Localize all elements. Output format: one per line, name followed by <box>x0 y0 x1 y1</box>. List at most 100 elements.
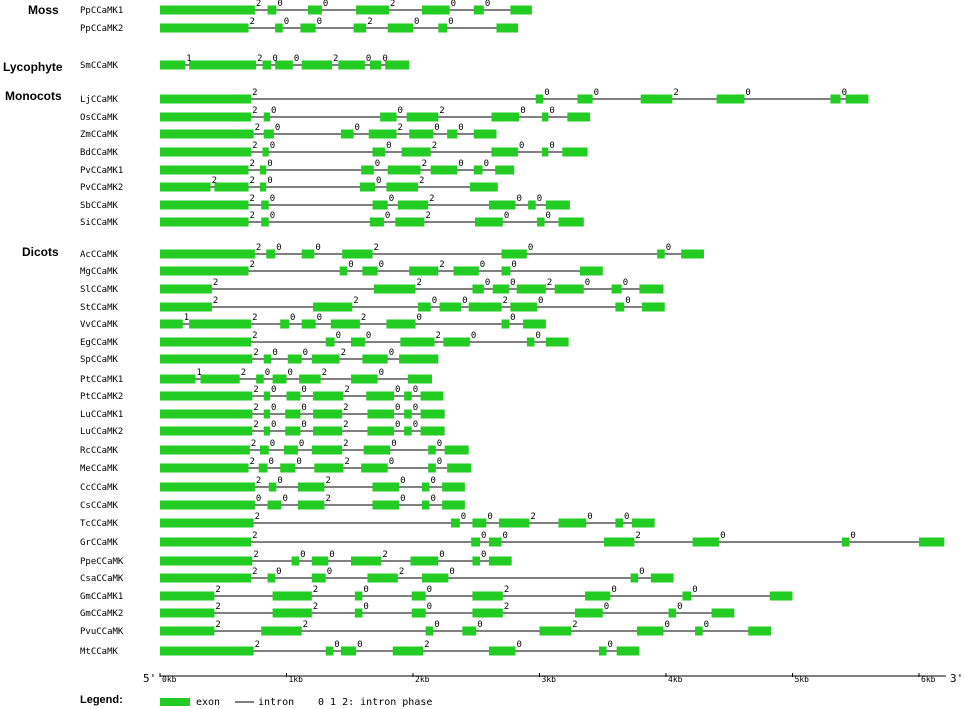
intron-phase-label: 2 <box>367 17 372 27</box>
intron-phase-label: 0 <box>301 403 306 413</box>
intron-phase-label: 2 <box>241 368 246 378</box>
gene-row-pvuccamk: PvuCCaMK 2 2 0 0 2 0 0 <box>80 620 771 637</box>
exon-block <box>845 94 869 104</box>
exon-block <box>495 165 515 175</box>
five-prime-end-label: 5' <box>143 672 156 685</box>
gene-label: SpCCaMK <box>80 355 119 365</box>
intron-phase-label: 0 <box>391 439 396 449</box>
exon-block <box>409 129 434 139</box>
exon-block <box>340 129 354 139</box>
exon-block <box>267 5 277 15</box>
intron-phase-label: 0 <box>271 403 276 413</box>
exon-block <box>287 354 302 364</box>
intron-phase-label: 2 <box>250 194 255 204</box>
exon-block <box>444 445 469 455</box>
gene-row-pvccamk1: PvCCaMK1 2 0 0 2 0 0 <box>80 159 515 176</box>
kb-scale-axis: 5' 3' 0kb 1kb 2kb 3kb 4kb 5kb 6kb <box>143 672 963 685</box>
gene-label: PvCCaMK1 <box>80 166 123 176</box>
intron-phase-label: 2 <box>343 403 348 413</box>
intron-phase-label: 2 <box>252 313 257 323</box>
exon-block <box>488 556 512 566</box>
exon-block <box>160 5 255 15</box>
intron-phase-label: 0 <box>462 296 467 306</box>
intron-phase-label: 0 <box>329 550 334 560</box>
exon-block <box>410 556 439 566</box>
exon-block <box>387 165 421 175</box>
intron-phase-label: 0 <box>604 602 609 612</box>
intron-phase-label: 2 <box>635 531 640 541</box>
intron-phase-label: 2 <box>313 585 318 595</box>
gene-row-ccccamk: CcCCaMK 2 0 2 0 0 <box>80 476 465 493</box>
intron-phase-label: 0 <box>430 494 435 504</box>
intron-phase-label: 2 <box>251 439 256 449</box>
intron-phase-label: 2 <box>424 640 429 650</box>
group-label-monocots: Monocots <box>5 89 62 103</box>
intron-phase-label: 2 <box>253 420 258 430</box>
gene-row-siccamk: SiCCaMK 2 0 0 2 0 0 <box>80 211 584 228</box>
intron-phase-label: 2 <box>432 141 437 151</box>
intron-phase-label: 0 <box>437 457 442 467</box>
intron-phase-label: 0 <box>413 420 418 430</box>
exon-block <box>160 445 250 455</box>
intron-phase-label: 0 <box>458 123 463 133</box>
intron-phase-label: 0 <box>666 243 671 253</box>
intron-phase-label: 2 <box>390 0 395 9</box>
exon-block <box>496 23 518 33</box>
exon-block <box>499 518 530 528</box>
legend-exon-swatch <box>160 698 190 706</box>
exon-block <box>301 319 316 329</box>
intron-phase-label: 0 <box>594 88 599 98</box>
exon-block <box>579 266 603 276</box>
intron-phase-label: 0 <box>471 331 476 341</box>
gene-label: CsaCCaMK <box>80 574 124 584</box>
exon-block <box>261 217 269 227</box>
exon-block <box>567 112 591 122</box>
intron-phase-label: 0 <box>265 368 270 378</box>
gene-row-slccamk: SlCCaMK 2 2 0 0 2 0 0 <box>80 278 664 295</box>
intron-phase-label: 0 <box>275 123 280 133</box>
exon-block <box>363 445 391 455</box>
exon-block <box>160 112 252 122</box>
intron-phase-label: 0 <box>317 313 322 323</box>
intron-phase-label: 0 <box>549 106 554 116</box>
axis-tick-label: 6kb <box>921 675 936 684</box>
exon-block <box>442 500 465 510</box>
exon-block <box>160 217 249 227</box>
axis-tick-label: 5kb <box>795 675 810 684</box>
exon-block <box>442 482 465 492</box>
exon-block <box>160 646 254 656</box>
exon-block <box>272 591 312 601</box>
intron-phase-label: 0 <box>294 54 299 64</box>
exon-block <box>492 284 510 294</box>
exon-block <box>450 518 460 528</box>
exon-block <box>545 337 569 347</box>
intron-phase-label: 0 <box>850 531 855 541</box>
exon-block <box>361 165 374 175</box>
intron-phase-label: 0 <box>414 17 419 27</box>
intron-phase-label: 0 <box>549 141 554 151</box>
three-prime-end-label: 3' <box>950 672 963 685</box>
intron-phase-label: 0 <box>277 476 282 486</box>
exon-block <box>160 182 211 192</box>
exon-block <box>716 94 745 104</box>
exon-block <box>554 284 584 294</box>
intron-phase-label: 0 <box>427 585 432 595</box>
intron-phase-label: 2 <box>343 420 348 430</box>
exon-block <box>200 374 240 384</box>
exon-block <box>261 200 269 210</box>
intron-phase-label: 0 <box>301 385 306 395</box>
gene-row-ljccamk: LjCCaMK 2 0 0 2 0 0 <box>80 88 869 105</box>
intron-phase-label: 0 <box>625 296 630 306</box>
exon-block <box>263 391 271 401</box>
exon-block <box>268 482 277 492</box>
exon-block <box>325 646 334 656</box>
exon-block <box>313 391 344 401</box>
exon-block <box>411 608 426 618</box>
intron-phase-label: 0 <box>677 602 682 612</box>
intron-phase-label: 2 <box>257 54 262 64</box>
exon-block <box>160 319 183 329</box>
exon-block <box>256 374 264 384</box>
exon-block <box>351 556 382 566</box>
exon-block <box>428 445 436 455</box>
exon-block <box>160 23 249 33</box>
